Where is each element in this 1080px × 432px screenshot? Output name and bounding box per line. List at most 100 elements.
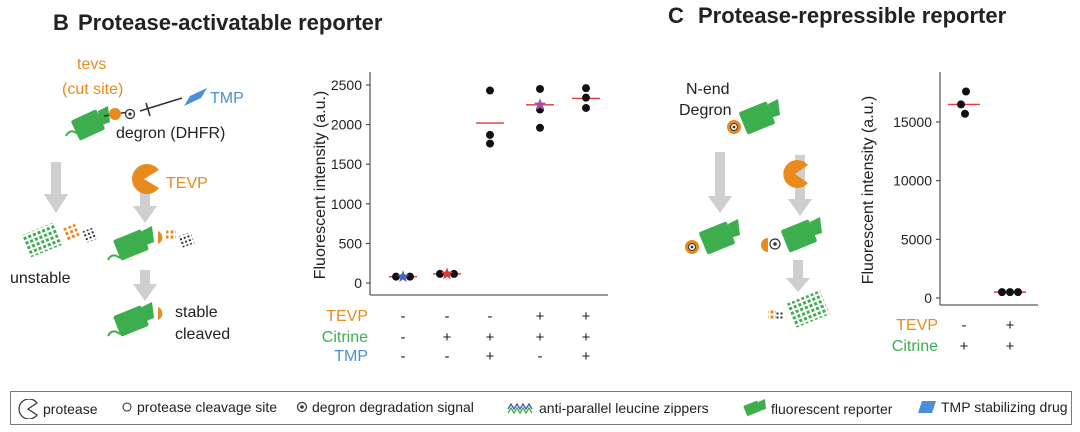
condition-sign: +: [536, 329, 545, 346]
y-tick-label: 15000: [893, 114, 932, 130]
data-point: [536, 123, 544, 132]
degraded-fragments-c: [768, 290, 830, 328]
legend-label: TMP stabilizing drug: [941, 399, 1068, 415]
panel-b-letter: B: [53, 10, 69, 35]
zigzag-icon: [507, 402, 533, 415]
cleaved-label: cleaved: [175, 326, 230, 343]
condition-sign: -: [401, 329, 406, 346]
data-point: [957, 100, 965, 109]
legend-item-protease: protease: [17, 399, 97, 419]
condition-sign: +: [536, 308, 545, 325]
panel-b-ylabel: Fluorescent intensity (a.u.): [312, 91, 329, 280]
condition-row-label: TEVP: [326, 308, 368, 325]
green-reporter-icon: [743, 399, 766, 416]
condition-sign: +: [1006, 317, 1015, 334]
stable-label: stable: [175, 304, 218, 321]
condition-sign: -: [401, 348, 406, 365]
mean-star: [533, 98, 547, 111]
panel-c-condition-table: TEVP Citrine - + + +: [892, 317, 1015, 355]
panel-c-letter: C: [668, 3, 684, 28]
cleaved-reporter-c: [761, 217, 822, 253]
degraded-fragments: [20, 222, 98, 258]
condition-row-label: Citrine: [322, 329, 368, 346]
data-point: [582, 93, 590, 102]
y-tick-label: 1000: [331, 196, 362, 212]
legend-label: protease cleavage site: [137, 399, 278, 415]
condition-sign: -: [538, 348, 543, 365]
cut-site-label: (cut site): [62, 81, 123, 98]
data-point: [486, 130, 494, 139]
cut-site-icon: [109, 108, 121, 120]
y-tick-label: 2000: [331, 117, 362, 133]
condition-sign: -: [445, 348, 450, 365]
uncleaved-reporter-c: [685, 219, 740, 255]
degron-label: degron (DHFR): [116, 125, 225, 142]
panel-b-title: Protease-activatable reporter: [78, 10, 383, 35]
tmp-drug-icon: [184, 88, 207, 106]
data-point: [582, 84, 590, 93]
legend-item-reporter: fluorescent reporter: [741, 399, 892, 419]
data-point: [998, 288, 1006, 297]
condition-row-label: Citrine: [892, 338, 938, 355]
mean-star: [396, 270, 410, 282]
condition-sign: +: [1006, 338, 1015, 355]
flow-arrows: [44, 162, 157, 301]
data-point: [536, 84, 544, 93]
pacman-icon: [18, 399, 38, 419]
y-tick-label: 1500: [331, 156, 362, 172]
tevs-label: tevs: [77, 56, 106, 73]
panel-c-chart: 0 5000 10000 15000 Fluorescent intensity (a…: [860, 72, 1038, 306]
unstable-label: unstable: [10, 270, 71, 287]
y-tick-label: 5000: [901, 231, 932, 247]
stable-cleaved-reporter: [107, 302, 163, 337]
panel-c-ylabel: Fluorescent intensity (a.u.): [860, 96, 877, 285]
condition-sign: +: [443, 329, 452, 346]
data-point: [450, 269, 458, 278]
condition-row-label: TEVP: [896, 317, 938, 334]
condition-sign: +: [582, 329, 591, 346]
data-point: [961, 109, 969, 118]
tmp-label: TMP: [210, 90, 244, 107]
condition-sign: +: [582, 308, 591, 325]
y-tick-label: 0: [354, 275, 362, 291]
condition-sign: +: [582, 348, 591, 365]
condition-sign: -: [488, 308, 493, 325]
data-point: [436, 269, 444, 278]
n-end-label: N-end: [686, 81, 730, 98]
condition-sign: -: [401, 308, 406, 325]
nend-degron-reporter: [727, 99, 780, 135]
tevp-pacman-c-icon: [783, 160, 808, 188]
data-point: [486, 86, 494, 95]
legend-item-zippers: anti-parallel leucine zippers: [507, 399, 709, 417]
panel-c-title: Protease-repressible reporter: [698, 3, 1007, 28]
data-point: [582, 103, 590, 112]
y-tick-label: 10000: [893, 173, 932, 189]
blue-parallelogram-icon: [918, 401, 936, 413]
data-point: [1006, 288, 1014, 297]
degron-c-label: Degron: [679, 102, 731, 119]
condition-sign: -: [962, 317, 967, 334]
panel-b-chart: 0 500 1000 1500 2000 2500 Fluorescent intensi…: [312, 72, 608, 296]
legend-item-tmp: TMP stabilizing drug: [917, 399, 1068, 415]
mean-star: [440, 267, 454, 280]
tevp-label: TEVP: [166, 175, 208, 192]
fluorescent-reporter-icon: [71, 109, 105, 141]
legend: protease protease cleavage site degron d…: [10, 391, 1072, 425]
condition-sign: +: [960, 338, 969, 355]
legend-label: anti-parallel leucine zippers: [539, 400, 709, 416]
data-point: [1014, 288, 1022, 297]
y-tick-label: 500: [339, 235, 363, 251]
tevp-pacman-icon: [132, 164, 159, 194]
cleaved-reporter: [107, 226, 195, 261]
data-point: [392, 272, 400, 281]
y-tick-label: 2500: [331, 77, 362, 93]
open-circle-icon: [122, 402, 132, 412]
legend-label: degron degradation signal: [312, 399, 474, 415]
condition-sign: -: [445, 308, 450, 325]
legend-label: protease: [43, 401, 98, 417]
condition-sign: +: [486, 329, 495, 346]
legend-item-degron: degron degradation signal: [296, 399, 474, 415]
dot-circle-icon: [296, 401, 308, 413]
legend-label: fluorescent reporter: [771, 401, 893, 417]
